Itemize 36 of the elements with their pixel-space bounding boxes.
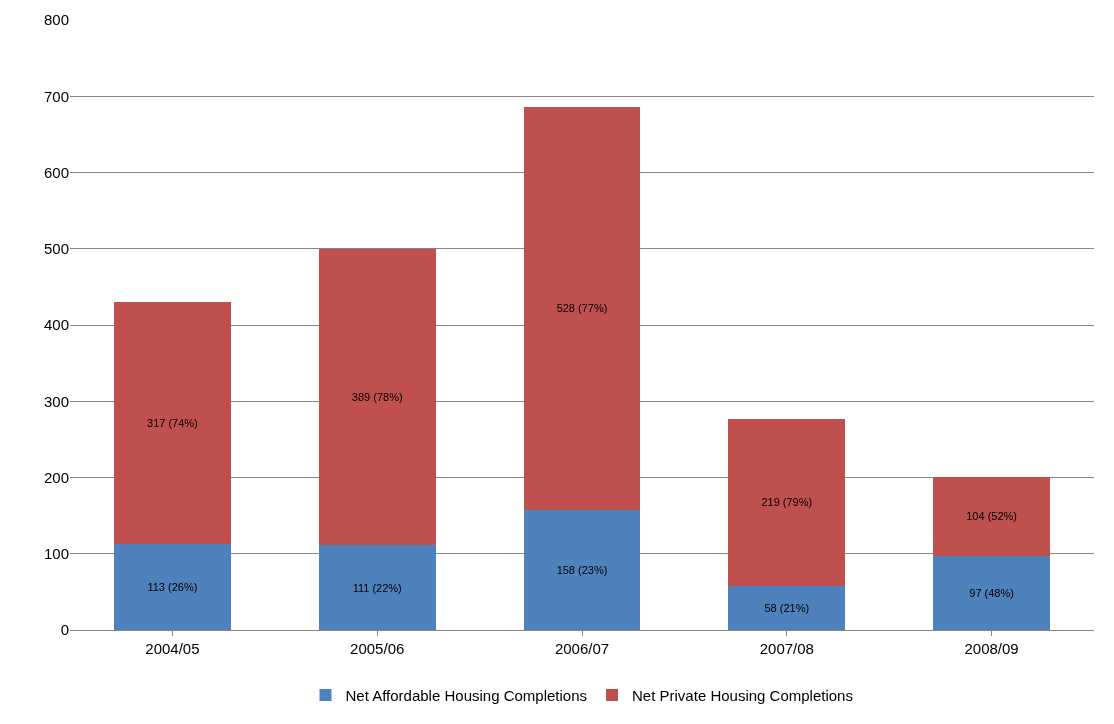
data-label: 528 (77%) bbox=[556, 302, 608, 315]
data-label: 58 (21%) bbox=[764, 601, 810, 614]
data-label: 389 (78%) bbox=[351, 391, 403, 404]
bar bbox=[523, 509, 641, 630]
bar bbox=[933, 556, 1050, 630]
data-label: 113 (26%) bbox=[147, 580, 198, 593]
data-label: 111 (22%) bbox=[352, 581, 402, 594]
x-tick-label: 2005/06 bbox=[350, 640, 405, 657]
y-tick-label: 100 bbox=[43, 545, 69, 562]
bar bbox=[318, 248, 436, 546]
y-tick-label: 400 bbox=[43, 316, 69, 334]
y-tick-label: 600 bbox=[43, 163, 69, 181]
bar bbox=[933, 476, 1050, 557]
y-tick-label: 500 bbox=[43, 240, 69, 257]
bar bbox=[318, 545, 436, 630]
data-label: 104 (52%) bbox=[966, 510, 1017, 523]
y-tick-label: 200 bbox=[43, 468, 69, 486]
legend-label: Net Private Housing Completions bbox=[632, 686, 853, 704]
x-tick-label: 2007/08 bbox=[759, 640, 814, 657]
bar bbox=[114, 543, 231, 630]
bar bbox=[114, 302, 231, 544]
y-tick-label: 800 bbox=[43, 11, 69, 29]
data-label: 97 (48%) bbox=[969, 587, 1014, 600]
x-tick-label: 2008/09 bbox=[964, 640, 1019, 657]
bar bbox=[728, 418, 846, 586]
bar bbox=[523, 106, 641, 510]
y-tick-label: 0 bbox=[60, 621, 69, 639]
data-label: 317 (74%) bbox=[147, 416, 198, 429]
x-tick-label: 2004/05 bbox=[145, 640, 200, 657]
y-tick-label: 700 bbox=[43, 87, 69, 105]
x-tick-label: 2006/07 bbox=[554, 640, 610, 657]
data-label: 219 (79%) bbox=[761, 496, 813, 509]
y-tick-label: 300 bbox=[43, 392, 69, 410]
data-label: 158 (23%) bbox=[556, 563, 608, 576]
legend-label: Net Affordable Housing Completions bbox=[345, 686, 588, 704]
bar bbox=[728, 585, 846, 630]
